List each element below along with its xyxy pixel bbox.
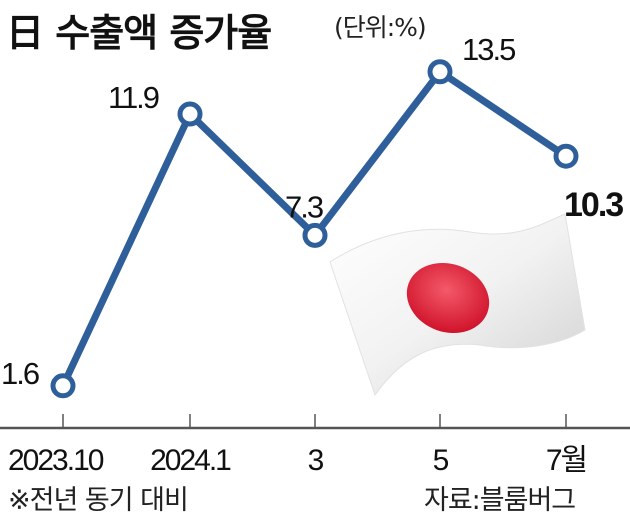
- data-labels: 1.6 11.9 7.3 13.5 10.3: [1, 32, 625, 391]
- data-label: 10.3: [564, 186, 623, 224]
- data-label: 7.3: [285, 189, 323, 224]
- data-point: [302, 222, 328, 248]
- data-label: 13.5: [462, 32, 515, 67]
- source-label: 자료:블룸버그: [424, 485, 576, 516]
- data-point: [50, 373, 76, 399]
- x-axis: 2023.10 2024.1 3 5 7월: [0, 414, 630, 477]
- chart-title: 日 수출액 증가율: [6, 11, 272, 55]
- data-point: [177, 101, 203, 127]
- data-label: 11.9: [108, 80, 159, 115]
- x-tick-label: 3: [308, 444, 324, 477]
- data-point: [553, 143, 579, 169]
- data-point: [427, 59, 453, 85]
- japan-flag-illustration: [329, 213, 586, 397]
- footnote: ※전년 동기 대비: [8, 485, 189, 516]
- unit-label: (단위:%): [334, 13, 427, 42]
- series-line: [50, 59, 579, 399]
- x-tick-label: 7월: [546, 444, 586, 477]
- x-tick-label: 5: [433, 444, 449, 477]
- x-tick-label: 2024.1: [150, 444, 231, 477]
- data-label: 1.6: [1, 356, 39, 391]
- x-tick-label: 2023.10: [8, 444, 104, 477]
